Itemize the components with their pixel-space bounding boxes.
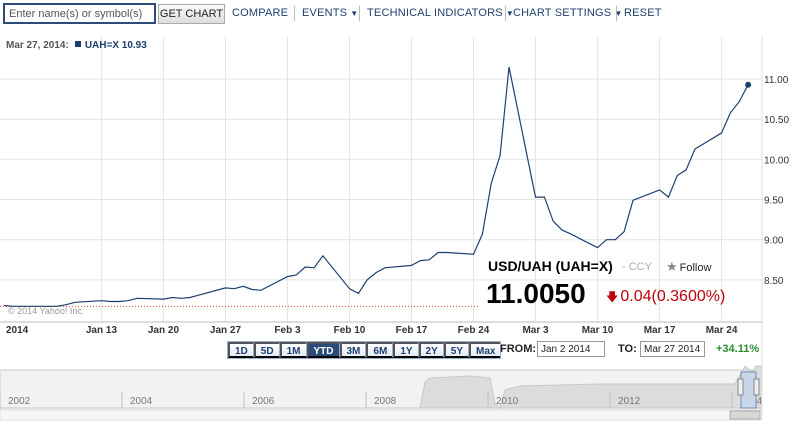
x-axis: 2014 Jan 13 Jan 20 Jan 27 Feb 3 Feb 10 Feb 17 F… xyxy=(0,321,762,336)
header-date: Mar 27, 2014: xyxy=(6,40,69,51)
chart-settings-menu[interactable]: CHART SETTINGS ▼ xyxy=(513,7,622,19)
header-series: UAH=X 10.93 xyxy=(84,40,147,51)
y-tick-label: 8.50 xyxy=(764,276,784,287)
compare-button[interactable]: COMPARE xyxy=(232,7,288,19)
y-axis: 11.00 10.50 10.00 9.50 9.00 8.50 xyxy=(764,75,789,287)
y-tick-label: 11.00 xyxy=(764,75,789,86)
x-tick-label: Mar 3 xyxy=(522,325,549,336)
y-tick-label: 9.50 xyxy=(764,196,784,207)
range-button-5d[interactable]: 5D xyxy=(253,342,280,358)
follow-label: Follow xyxy=(679,262,712,274)
range-selector: 1D 5D 1M YTD 3M 6M 1Y 2Y 5Y Max xyxy=(227,341,502,359)
symbol-search-input[interactable] xyxy=(3,3,156,24)
technical-indicators-label: TECHNICAL INDICATORS xyxy=(367,7,503,19)
chart-grid xyxy=(0,37,762,322)
x-tick-label: Feb 24 xyxy=(458,325,490,336)
x-tick-label: Jan 27 xyxy=(210,325,242,336)
x-tick-label: Feb 3 xyxy=(274,325,301,336)
chevron-down-icon: ▼ xyxy=(350,9,359,18)
series-line xyxy=(3,66,749,307)
toolbar: GET CHART COMPARE EVENTS▼ TECHNICAL INDI… xyxy=(0,0,800,28)
reset-label: RESET xyxy=(624,7,662,19)
x-tick-label: Feb 17 xyxy=(396,325,428,336)
y-tick-label: 9.00 xyxy=(764,236,784,247)
last-point-marker xyxy=(745,81,752,88)
range-button-2y[interactable]: 2Y xyxy=(418,342,444,358)
quote-title: USD/UAH (UAH=X) xyxy=(488,258,613,274)
chart-settings-label: CHART SETTINGS xyxy=(513,7,612,19)
chevron-down-icon: ▼ xyxy=(505,9,514,18)
range-button-6m[interactable]: 6M xyxy=(366,342,394,358)
from-date-input[interactable] xyxy=(537,341,605,357)
y-tick-label: 10.00 xyxy=(764,155,789,166)
change-value: 0.04 xyxy=(620,288,652,305)
change-percent: (0.3600%) xyxy=(651,288,726,305)
from-label: FROM: xyxy=(500,343,537,355)
series-swatch xyxy=(74,41,81,47)
toolbar-divider xyxy=(616,6,617,21)
range-button-1d[interactable]: 1D xyxy=(228,342,254,358)
range-button-1m[interactable]: 1M xyxy=(279,342,307,358)
follow-button[interactable]: ★ Follow xyxy=(666,259,711,275)
events-label: EVENTS xyxy=(302,7,348,19)
x-tick-label: Mar 17 xyxy=(644,325,676,336)
quote-price: 11.0050 xyxy=(486,278,586,309)
x-tick-label: Jan 13 xyxy=(86,325,118,336)
toolbar-divider xyxy=(359,6,360,21)
reset-button[interactable]: RESET xyxy=(624,7,662,19)
chart-header: Mar 27, 2014: UAH=X 10.93 xyxy=(6,40,147,51)
to-date-input[interactable] xyxy=(640,341,705,357)
star-icon: ★ xyxy=(666,259,678,274)
compare-label: COMPARE xyxy=(232,7,289,19)
quote-change: 🡇 0.04(0.3600%) xyxy=(606,288,725,309)
technical-indicators-menu[interactable]: TECHNICAL INDICATORS ▼ xyxy=(367,7,514,19)
arrow-down-icon: 🡇 xyxy=(606,290,619,304)
x-tick-label: 2014 xyxy=(6,325,29,336)
range-button-1y[interactable]: 1Y xyxy=(393,342,419,358)
range-button-5y[interactable]: 5Y xyxy=(443,342,470,358)
to-label: TO: xyxy=(618,343,637,355)
x-tick-label: Mar 10 xyxy=(582,325,614,336)
toolbar-divider xyxy=(505,6,506,21)
period-change: +34.11% xyxy=(716,343,760,355)
y-tick-label: 10.50 xyxy=(764,115,789,126)
range-button-ytd[interactable]: YTD xyxy=(306,342,340,358)
chevron-down-icon: ▼ xyxy=(614,9,623,18)
range-button-max[interactable]: Max xyxy=(469,342,501,358)
quote-ccy: - CCY xyxy=(622,261,652,273)
get-chart-button[interactable]: GET CHART xyxy=(158,4,225,24)
toolbar-divider xyxy=(294,6,295,21)
x-tick-label: Mar 24 xyxy=(706,325,738,336)
x-tick-label: Feb 10 xyxy=(334,325,366,336)
copyright: © 2014 Yahoo! Inc. xyxy=(8,306,85,316)
x-tick-label: Jan 20 xyxy=(148,325,180,336)
range-button-3m[interactable]: 3M xyxy=(339,342,367,358)
events-menu[interactable]: EVENTS ▼ xyxy=(302,7,358,19)
